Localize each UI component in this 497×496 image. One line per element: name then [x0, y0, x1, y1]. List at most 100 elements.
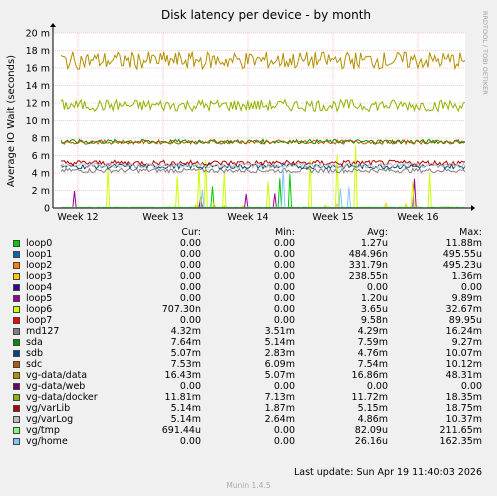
legend-row: loop2 0.00 0.00 331.79n 495.23u: [0, 260, 497, 271]
legend-max: 10.12m: [445, 359, 482, 370]
y-tick-label: 16 m: [26, 64, 50, 75]
legend-name: loop5: [26, 293, 53, 304]
legend-min: 5.14m: [264, 337, 295, 348]
legend-swatch: [13, 339, 20, 346]
legend-header: Cur: Min: Avg: Max:: [0, 227, 497, 238]
legend-row: sda 7.64m 5.14m 7.59m 9.27m: [0, 337, 497, 348]
legend-swatch: [13, 405, 20, 412]
legend-name: sdb: [26, 348, 44, 359]
legend-max: 16.24m: [445, 326, 482, 337]
legend-avg: 0.00: [366, 282, 388, 293]
series-line: [60, 50, 466, 71]
legend-swatch: [13, 284, 20, 291]
legend-min: 0.00: [273, 249, 295, 260]
legend-row: vg-data/web 0.00 0.00 0.00 0.00: [0, 381, 497, 392]
header-avg: Avg:: [367, 227, 388, 238]
legend-row: loop5 0.00 0.00 1.20u 9.89m: [0, 293, 497, 304]
legend-avg: 82.09u: [354, 425, 388, 436]
legend-swatch: [13, 240, 20, 247]
legend-swatch: [13, 251, 20, 258]
legend-cur: 0.00: [179, 260, 201, 271]
legend-cur: 707.30n: [161, 304, 201, 315]
legend-min: 1.87m: [264, 403, 295, 414]
legend-swatch: [13, 350, 20, 357]
munin-version: Munin 1.4.5: [226, 481, 271, 490]
y-tick-label: 2 m: [32, 186, 50, 197]
x-tick-label: Week 14: [227, 212, 268, 220]
legend-swatch: [13, 262, 20, 269]
x-tick-label: Week 16: [397, 212, 438, 220]
y-tick-label: 4 m: [32, 169, 50, 180]
legend-row: vg/tmp 691.44u 0.00 82.09u 211.65m: [0, 425, 497, 436]
legend-row: vg/home 0.00 0.00 26.16u 162.35m: [0, 436, 497, 447]
legend-max: 1.36m: [451, 271, 482, 282]
legend-name: vg/tmp: [26, 425, 60, 436]
legend-cur: 0.00: [179, 381, 201, 392]
legend-cur: 0.00: [179, 271, 201, 282]
legend-avg: 16.86m: [351, 370, 388, 381]
x-tick-label: Week 13: [142, 212, 183, 220]
y-axis-arrow: [50, 23, 56, 27]
legend-avg: 7.54m: [357, 359, 388, 370]
legend-max: 9.89m: [451, 293, 482, 304]
legend-min: 0.00: [273, 282, 295, 293]
legend-cur: 0.00: [179, 293, 201, 304]
legend-cur: 5.07m: [170, 348, 201, 359]
legend-row: vg-data/data 16.43m 5.07m 16.86m 48.31m: [0, 370, 497, 381]
header-max: Max:: [459, 227, 482, 238]
legend-min: 0.00: [273, 381, 295, 392]
y-tick-label: 20 m: [26, 29, 50, 40]
legend-row: loop4 0.00 0.00 0.00 0.00: [0, 282, 497, 293]
legend-min: 0.00: [273, 436, 295, 447]
legend-min: 0.00: [273, 425, 295, 436]
legend-row: sdc 7.53m 6.09m 7.54m 10.12m: [0, 359, 497, 370]
header-min: Min:: [274, 227, 295, 238]
legend-max: 9.27m: [451, 337, 482, 348]
legend-cur: 7.53m: [170, 359, 201, 370]
legend-max: 495.23u: [442, 260, 482, 271]
legend-name: vg-data/web: [26, 381, 86, 392]
legend-row: loop0 0.00 0.00 1.27u 11.88m: [0, 238, 497, 249]
series-line: [60, 161, 466, 170]
legend-row: loop1 0.00 0.00 484.96n 495.55u: [0, 249, 497, 260]
legend-name: loop6: [26, 304, 53, 315]
legend-name: loop0: [26, 238, 53, 249]
legend-min: 7.13m: [264, 392, 295, 403]
y-tick-label: 14 m: [26, 81, 50, 92]
legend-row: loop3 0.00 0.00 238.55n 1.36m: [0, 271, 497, 282]
x-tick-label: Week 12: [57, 212, 98, 220]
legend-avg: 4.76m: [357, 348, 388, 359]
legend-min: 0.00: [273, 315, 295, 326]
y-tick-label: 8 m: [32, 134, 50, 145]
legend-avg: 238.55n: [348, 271, 388, 282]
legend-cur: 7.64m: [170, 337, 201, 348]
legend-row: vg-data/docker 11.81m 7.13m 11.72m 18.35m: [0, 392, 497, 403]
legend-avg: 0.00: [366, 381, 388, 392]
legend-swatch: [13, 361, 20, 368]
legend: Cur: Min: Avg: Max: loop0 0.00 0.00 1.27u 11…: [0, 227, 497, 447]
legend-avg: 11.72m: [351, 392, 388, 403]
legend-min: 0.00: [273, 293, 295, 304]
legend-max: 0.00: [460, 381, 482, 392]
legend-name: sdc: [26, 359, 43, 370]
legend-max: 10.07m: [445, 348, 482, 359]
legend-min: 0.00: [273, 304, 295, 315]
legend-min: 2.83m: [264, 348, 295, 359]
legend-name: loop4: [26, 282, 53, 293]
legend-avg: 1.27u: [360, 238, 388, 249]
x-tick-label: Week 15: [312, 212, 353, 220]
legend-avg: 484.96n: [348, 249, 388, 260]
legend-min: 5.07m: [264, 370, 295, 381]
legend-avg: 1.20u: [360, 293, 388, 304]
legend-avg: 26.16u: [354, 436, 388, 447]
legend-avg: 4.86m: [357, 414, 388, 425]
legend-avg: 7.59m: [357, 337, 388, 348]
header-cur: Cur:: [181, 227, 201, 238]
y-tick-label: 10 m: [26, 116, 50, 127]
last-update: Last update: Sun Apr 19 11:40:03 2026: [0, 467, 497, 478]
legend-max: 18.75m: [445, 403, 482, 414]
legend-name: md127: [26, 326, 60, 337]
legend-swatch: [13, 416, 20, 423]
legend-max: 89.95u: [448, 315, 482, 326]
legend-max: 162.35m: [439, 436, 483, 447]
